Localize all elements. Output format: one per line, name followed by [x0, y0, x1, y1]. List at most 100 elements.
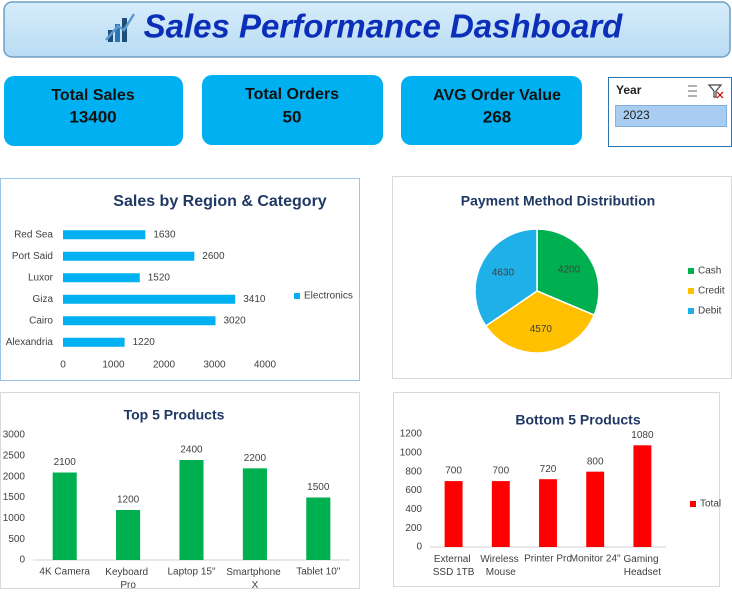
x-tick-line: SSD 1TB	[433, 567, 475, 578]
x-tick-label: Laptop 15"	[167, 567, 215, 578]
data-label: 700	[492, 466, 509, 477]
y-tick-label: Giza	[32, 294, 53, 305]
data-label: 720	[540, 464, 557, 475]
bar	[539, 479, 557, 547]
slicer-title: Year	[616, 83, 642, 97]
y-tick-label: Red Sea	[14, 229, 53, 240]
data-label: 1220	[133, 337, 156, 348]
chart-title: Bottom 5 Products	[515, 412, 640, 428]
x-tick-label: Tablet 10"	[296, 567, 341, 578]
y-tick-label: 1000	[3, 513, 26, 524]
bar	[63, 337, 125, 347]
x-tick-label: Gaming Headset	[624, 554, 662, 578]
bar	[116, 510, 141, 560]
y-tick-label: Cairo	[29, 315, 53, 326]
y-tick-label: 500	[8, 534, 25, 545]
legend-label: Credit	[698, 286, 725, 297]
x-tick-label: Wireless Mouse	[480, 554, 521, 578]
y-tick-label: 600	[405, 485, 422, 496]
bar	[586, 471, 605, 547]
data-label: 3020	[224, 315, 247, 326]
kpi-value: 13400	[69, 107, 116, 126]
y-tick-label: 1500	[3, 492, 26, 503]
kpi-card	[401, 76, 582, 145]
y-tick-label: Luxor	[28, 272, 54, 283]
data-label: 1500	[307, 482, 330, 493]
bar	[63, 294, 236, 304]
kpi-label: Total Orders	[245, 86, 339, 103]
kpi-value: 268	[483, 107, 511, 126]
x-tick-line: External	[434, 554, 473, 565]
bar	[179, 460, 204, 560]
slicer-clear-filter[interactable]	[707, 84, 724, 99]
data-label: 1080	[631, 430, 654, 441]
y-tick-label: 2000	[3, 471, 26, 482]
y-tick-label: Port Said	[12, 251, 53, 262]
legend-swatch	[294, 293, 300, 299]
kpi-label: Total Sales	[51, 87, 134, 104]
slicer-item-label[interactable]: 2023	[623, 108, 650, 122]
x-tick-label: 1000	[102, 360, 125, 371]
data-label: 4200	[558, 264, 581, 275]
y-tick-label: 0	[19, 555, 25, 566]
y-tick-label: 200	[405, 523, 422, 534]
y-tick-label: Alexandria	[6, 337, 54, 348]
legend-label: Debit	[698, 306, 722, 317]
header-box	[3, 1, 731, 58]
chart-panel	[0, 178, 360, 381]
x-tick-label: 4K Camera	[39, 567, 90, 578]
header-icon	[105, 13, 136, 42]
chart-title: Sales by Region & Category	[113, 193, 326, 210]
bar	[63, 251, 195, 261]
x-tick-line: Smartphone	[226, 567, 283, 578]
legend-swatch	[688, 308, 694, 314]
legend-label: Cash	[698, 266, 721, 277]
pie-slice	[474, 228, 538, 328]
bar	[306, 497, 331, 560]
data-label: 4570	[530, 324, 553, 335]
bar	[63, 316, 216, 326]
bar	[633, 445, 652, 547]
kpi-card	[202, 75, 383, 145]
x-tick-label: 3000	[203, 360, 226, 371]
bar	[52, 472, 77, 560]
header-title: Sales Performance Dashboard	[144, 8, 624, 45]
y-tick-label: 1000	[400, 447, 423, 458]
y-tick-label: 3000	[3, 430, 26, 441]
data-label: 2100	[54, 457, 77, 468]
y-tick-label: 400	[405, 504, 422, 515]
bar	[242, 468, 267, 560]
data-label: 1200	[117, 495, 140, 506]
x-tick-label: Monitor 24"	[570, 554, 621, 565]
x-tick-line: Keyboard	[105, 567, 151, 578]
data-label: 1520	[148, 272, 171, 283]
data-label: 3410	[243, 294, 266, 305]
x-tick-label: 0	[60, 360, 66, 371]
data-label: 1630	[153, 229, 176, 240]
chart-title: Payment Method Distribution	[461, 193, 655, 209]
kpi-card	[4, 76, 183, 146]
x-tick-label: Keyboard Pro	[105, 567, 151, 590]
bar	[444, 481, 463, 547]
data-label: 4630	[492, 268, 515, 279]
bar	[63, 273, 140, 283]
y-tick-label: 1200	[400, 429, 423, 440]
kpi-label: AVG Order Value	[433, 87, 561, 104]
data-label: 2400	[180, 445, 203, 456]
slicer-multiselect[interactable]	[688, 85, 697, 97]
x-tick-label: Printer Pro	[524, 554, 572, 565]
kpi-value: 50	[283, 107, 302, 126]
data-label: 2200	[244, 453, 267, 464]
chart-title: Top 5 Products	[124, 407, 225, 423]
x-tick-line: Pro	[120, 580, 136, 590]
slicer-item[interactable]	[615, 105, 727, 127]
legend-swatch	[688, 268, 694, 274]
x-tick-label: External SSD 1TB	[433, 554, 475, 578]
y-tick-label: 800	[405, 466, 422, 477]
x-tick-label: 2000	[153, 360, 176, 371]
legend-swatch	[688, 288, 694, 294]
legend-label: Electronics	[304, 291, 353, 302]
x-tick-label: Smartphone X	[226, 567, 283, 590]
pie-slice	[536, 228, 600, 317]
